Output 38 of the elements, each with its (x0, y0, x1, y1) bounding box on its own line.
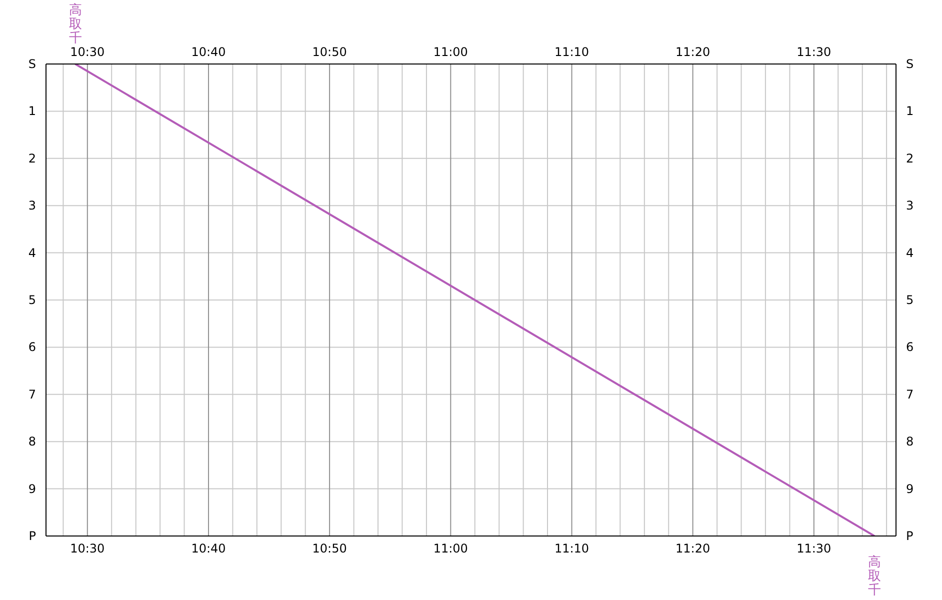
y-tick-label: 1 (28, 104, 36, 118)
y-tick-label: 6 (28, 340, 36, 354)
y2-tick-label: 3 (906, 198, 914, 213)
y2-tick-label: S (906, 57, 914, 71)
x-tick-label: 10:30 (70, 45, 105, 59)
x2-tick-label: 11:30 (796, 542, 832, 556)
annotation: 高取千 (867, 555, 882, 598)
y2-tick-label: 2 (906, 151, 914, 166)
y-tick-label: 9 (28, 482, 36, 496)
y2-tick-label: 8 (906, 434, 914, 449)
y-tick-label: P (28, 529, 36, 543)
y-tick-label: 4 (28, 246, 36, 260)
x-tick-label: 11:00 (433, 45, 468, 59)
annotation: 高取千 (68, 3, 82, 46)
y2-tick-label: 1 (906, 104, 914, 118)
y2-tick-label: 7 (906, 387, 914, 402)
y-tick-label: 2 (28, 151, 36, 166)
x-tick-label: 11:30 (796, 45, 832, 59)
y2-tick-label: P (906, 529, 914, 543)
y-tick-label: 8 (28, 434, 36, 449)
x2-tick-label: 10:30 (70, 542, 105, 556)
y2-tick-label: 9 (906, 482, 914, 496)
x2-tick-label: 11:10 (554, 542, 590, 556)
x-tick-label: 10:50 (312, 45, 347, 59)
y-tick-label: 7 (28, 387, 36, 402)
x2-tick-label: 11:00 (433, 542, 468, 556)
y2-tick-label: 6 (906, 340, 914, 354)
x2-tick-label: 10:50 (312, 542, 347, 556)
y2-tick-label: 4 (906, 246, 914, 260)
x-tick-label: 11:10 (554, 45, 590, 59)
y-tick-label: 3 (28, 198, 36, 213)
x-tick-label: 10:40 (191, 45, 226, 59)
y2-tick-label: 5 (906, 293, 914, 307)
y-tick-label: 5 (28, 293, 36, 307)
y-tick-label: S (28, 57, 36, 71)
x2-tick-label: 10:40 (191, 542, 226, 556)
x-tick-label: 11:20 (676, 45, 710, 59)
x2-tick-label: 11:20 (676, 542, 710, 556)
